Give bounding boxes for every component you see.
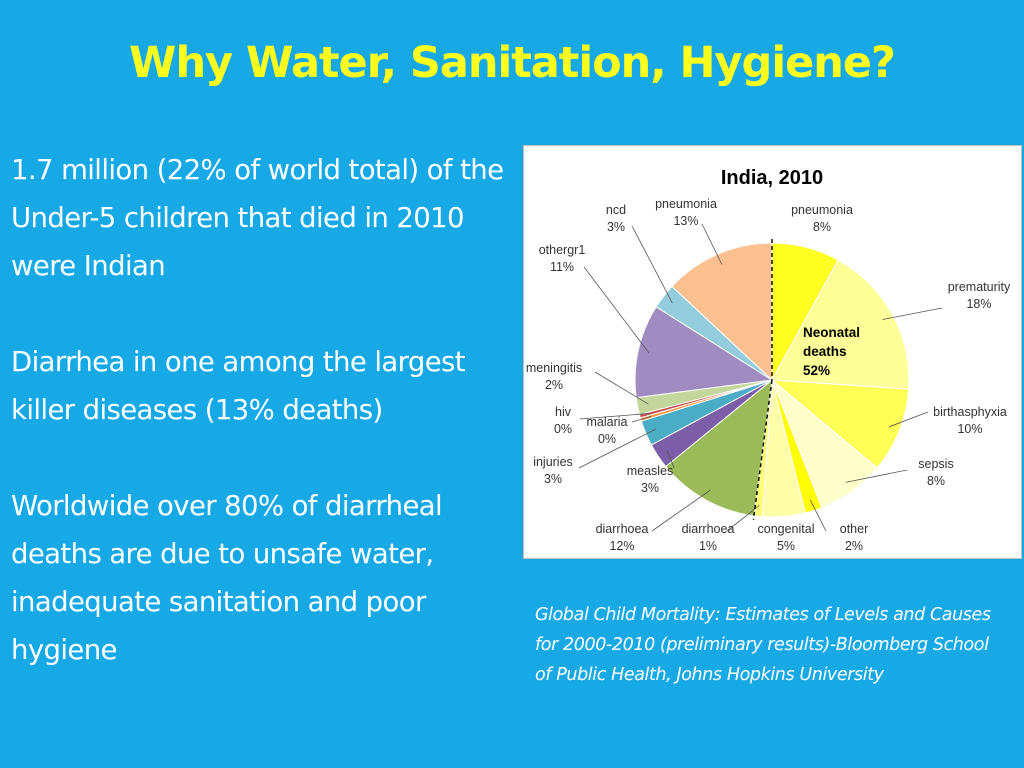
slice-label-percent: 3% [544,472,562,486]
slide-title: Why Water, Sanitation, Hygiene? [129,38,896,88]
pie-chart: India, 2010 pneumonia 8% prematurity 18% bir… [526,167,1011,553]
annotation-line-3: 52% [803,363,830,378]
slice-label-percent: 2% [545,378,563,392]
slice-label-percent: 10% [957,422,982,436]
chart-title: India, 2010 [721,167,823,189]
slice-label-name: meningitis [526,361,582,375]
slice-label-percent: 3% [641,481,659,495]
leader-line-prematurity [882,307,943,320]
pie-slice-diarrhoea-12pct [665,378,773,517]
leader-line-measles [666,449,675,469]
slice-label-name: sepsis [918,457,953,471]
leader-line-othergr1 [583,266,650,354]
leader-line-diarrhoea [651,489,711,532]
slice-label-name: othergr1 [539,243,586,257]
leader-line-birthasphyxia [888,411,929,428]
slice-label-name: malaria [587,415,628,429]
slice-label-name: hiv [555,405,572,419]
slice-label-percent: 8% [813,220,831,234]
annotation-line-2: deaths [803,344,847,359]
neonatal-annotation: Neonatal deaths 52% [803,325,860,378]
slice-label-percent: 1% [699,539,717,553]
slice-label-name: diarrhoea [596,522,649,536]
annotation-line-1: Neonatal [803,325,860,340]
slice-label-name: prematurity [948,280,1011,294]
neonatal-divider-line-2 [752,379,773,520]
slice-label-percent: 2% [845,539,863,553]
leader-line-diarrhoea [726,505,760,532]
pie-slices [634,242,910,518]
leader-line-sepsis [845,469,908,483]
slice-label-percent: 18% [966,297,991,311]
paragraph-diarrhea-killer: Diarrhea in one among the largest killer… [11,346,466,426]
leader-line-pneumonia [701,223,723,265]
slice-label-name: other [840,522,869,536]
pie-slice-othergr1-11pct [634,306,774,399]
leader-line-meningitis [594,371,649,405]
slice-label-name: pneumonia [791,203,853,217]
slice-label-percent: 0% [598,432,616,446]
pie-slice-birthasphyxia-10pct [770,379,910,469]
pie-slice-pneumonia-13pct [671,242,773,382]
pie-slice-prematurity-18pct [771,259,910,390]
slice-label-name: pneumonia [655,197,717,211]
leader-line-injuries [578,428,657,469]
slice-label-name: measles [627,464,674,478]
paragraph-worldwide-diarrheal: Worldwide over 80% of diarrheal deaths a… [11,490,443,666]
leader-line-other [809,499,827,532]
slice-label-name: ncd [606,203,626,217]
slice-label-percent: 8% [927,474,945,488]
pie-chart-panel: India, 2010 pneumonia 8% prematurity 18% bir… [523,145,1022,559]
slice-label-name: birthasphyxia [933,405,1007,419]
paragraph-under5-deaths: 1.7 million (22% of world total) of the … [11,154,504,282]
slice-label-percent: 5% [777,539,795,553]
slice-label-name: diarrhoea [682,522,735,536]
slice-label-percent: 13% [673,214,698,228]
body-text: 1.7 million (22% of world total) of the … [11,146,516,674]
leader-line-hiv [579,412,651,420]
slice-label-percent: 0% [554,422,572,436]
leader-lines [578,223,943,532]
slice-label-percent: 11% [550,260,574,274]
leader-line-ncd [631,225,673,304]
slice-label-percent: 12% [609,539,634,553]
leader-line-malaria [631,415,652,423]
slice-label-percent: 3% [607,220,625,234]
slice-labels: pneumonia 8% prematurity 18% birthasphyxia 10… [526,197,1011,553]
slice-label-name: congenital [758,522,815,536]
slice-label-name: injuries [533,455,573,469]
source-citation: Global Child Mortality: Estimates of Lev… [535,605,991,685]
